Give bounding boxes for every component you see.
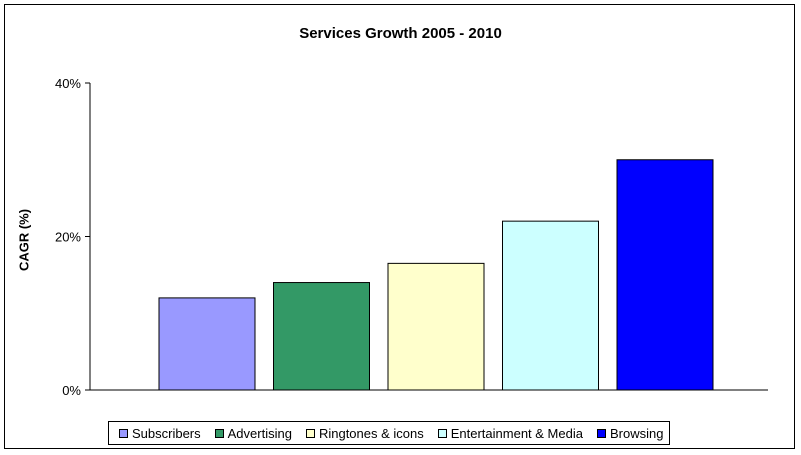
legend-entry: Ringtones & icons (305, 425, 424, 441)
legend-label: Advertising (227, 425, 292, 441)
bar-ringtones-icons (387, 262, 485, 391)
y-tick-label: 20% (55, 230, 81, 245)
bar-entertainment-media (502, 220, 599, 391)
legend-swatch (305, 428, 315, 438)
y-tick-label: 0% (62, 383, 81, 398)
legend-swatch (437, 428, 447, 438)
legend-entry: Advertising (214, 425, 292, 441)
bars (158, 159, 714, 391)
legend-entry: Subscribers (119, 426, 201, 441)
bar-browsing (616, 159, 714, 391)
legend-label: Entertainment & Media (450, 425, 583, 441)
legend: Subscribers Advertising Ringtones & icons E… (108, 421, 671, 445)
y-ticks: 0% 20% 40% (55, 76, 90, 398)
legend-entry: Entertainment & Media (437, 425, 583, 441)
bar-subscribers (158, 297, 256, 391)
legend-swatch (596, 428, 606, 438)
legend-entry: Browsing (596, 425, 664, 441)
legend-label: Subscribers (132, 425, 201, 441)
legend-label: Browsing (609, 425, 664, 441)
chart-title: Services Growth 2005 - 2010 (299, 25, 502, 42)
bar-advertising (273, 282, 370, 391)
y-tick-label: 40% (55, 76, 81, 91)
plot-area: 0% 20% 40% (55, 76, 768, 398)
legend-swatch (119, 428, 128, 438)
chart-frame: Services Growth 2005 - 2010 CAGR (%) 0% 2… (4, 4, 795, 449)
legend-label: Ringtones & icons (318, 425, 424, 441)
legend-swatch (214, 428, 224, 438)
